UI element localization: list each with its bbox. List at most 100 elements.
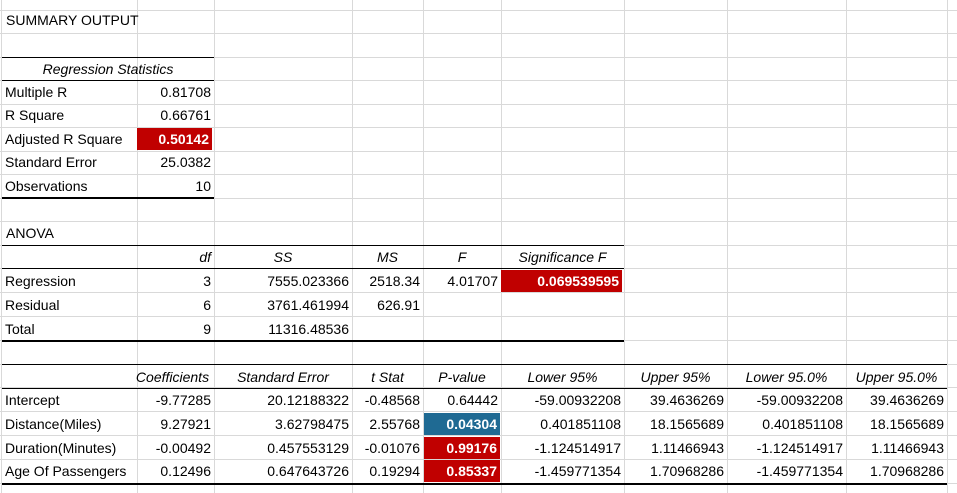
coef-tstat[interactable]: -0.01076 [364, 440, 420, 456]
coef-upper95-0[interactable]: 1.70968286 [870, 463, 944, 479]
coef-upper95-0[interactable]: 18.1565689 [870, 416, 944, 432]
coef-value[interactable]: 9.27921 [160, 416, 211, 432]
coef-value[interactable]: -9.77285 [155, 392, 211, 408]
coef-pvalue-highlighted[interactable]: 0.04304 [424, 413, 500, 435]
grid-line [947, 0, 948, 493]
coef-tstat[interactable]: 0.19294 [369, 463, 420, 479]
coef-lower95-0[interactable]: -59.00932208 [756, 392, 843, 408]
coef-header-se[interactable]: Standard Error [237, 369, 329, 385]
stat-value[interactable]: 10 [195, 178, 211, 194]
coef-row-label[interactable]: Duration(Minutes) [5, 440, 117, 456]
coef-pvalue[interactable]: 0.64442 [447, 392, 498, 408]
table-border [2, 197, 214, 199]
anova-header-df[interactable]: df [199, 249, 211, 265]
grid-line [0, 174, 957, 175]
stat-value[interactable]: 0.81708 [160, 84, 211, 100]
anova-row-label[interactable]: Residual [5, 297, 60, 313]
coef-row-label[interactable]: Distance(Miles) [5, 416, 102, 432]
anova-row-label[interactable]: Total [5, 321, 35, 337]
table-border [2, 364, 947, 365]
grid-line [0, 57, 957, 58]
grid-line [214, 0, 215, 493]
anova-ss[interactable]: 11316.48536 [268, 321, 349, 337]
grid-line [1, 0, 2, 493]
grid-line [0, 221, 957, 222]
coef-row-label[interactable]: Age Of Passengers [5, 463, 127, 479]
coef-se[interactable]: 3.62798475 [275, 416, 349, 432]
table-border [2, 80, 214, 81]
coef-pvalue-highlighted[interactable]: 0.99176 [424, 437, 500, 459]
coef-lower95[interactable]: -1.124514917 [534, 440, 621, 456]
coef-upper95[interactable]: 1.70968286 [650, 463, 724, 479]
coef-se[interactable]: 0.647643726 [267, 463, 349, 479]
coef-header-upper95[interactable]: Upper 95% [640, 369, 711, 385]
coef-lower95-0[interactable]: 0.401851108 [762, 416, 843, 432]
anova-df[interactable]: 9 [203, 321, 211, 337]
coef-se[interactable]: 20.12188322 [267, 392, 349, 408]
coef-value[interactable]: -0.00492 [155, 440, 211, 456]
anova-ms[interactable]: 2518.34 [369, 273, 420, 289]
grid-line [501, 0, 502, 493]
anova-header-ms[interactable]: MS [377, 249, 398, 265]
grid-line [0, 80, 957, 81]
coef-tstat[interactable]: 2.55768 [369, 416, 420, 432]
anova-df[interactable]: 3 [203, 273, 211, 289]
coef-header-coefficients[interactable]: Coefficients [135, 369, 210, 385]
coef-upper95-0[interactable]: 1.11466943 [871, 440, 944, 456]
anova-header-ss[interactable]: SS [273, 249, 293, 265]
coef-lower95[interactable]: -1.459771354 [534, 463, 621, 479]
table-border [2, 245, 624, 246]
coef-pvalue-highlighted[interactable]: 0.85337 [424, 460, 500, 482]
table-border [2, 388, 947, 389]
coef-upper95[interactable]: 39.4636269 [650, 392, 724, 408]
grid-line [352, 0, 353, 493]
stat-label[interactable]: Multiple R [5, 84, 68, 100]
regression-stats-header[interactable]: Regression Statistics [42, 61, 174, 77]
stat-value[interactable]: 0.66761 [160, 107, 211, 123]
grid-line [846, 0, 847, 493]
coef-row-label[interactable]: Intercept [5, 392, 60, 408]
grid-line [0, 411, 957, 412]
anova-significance-highlighted[interactable]: 0.069539595 [501, 270, 622, 292]
anova-header-f[interactable]: F [457, 249, 467, 265]
coef-upper95[interactable]: 1.11466943 [651, 440, 724, 456]
grid-line [0, 435, 957, 436]
grid-line [0, 10, 957, 11]
coef-upper95[interactable]: 18.1565689 [650, 416, 724, 432]
grid-line [0, 104, 957, 105]
coef-header-lower95[interactable]: Lower 95% [527, 369, 598, 385]
stat-value-highlighted[interactable]: 0.50142 [137, 128, 212, 150]
anova-f[interactable]: 4.01707 [447, 273, 498, 289]
stat-label[interactable]: R Square [5, 107, 65, 123]
anova-ms[interactable]: 626.91 [377, 297, 420, 313]
coef-se[interactable]: 0.457553129 [267, 440, 349, 456]
coef-header-upper95-0[interactable]: Upper 95.0% [855, 369, 938, 385]
grid-line [0, 198, 957, 199]
anova-title[interactable]: ANOVA [6, 225, 54, 241]
coef-upper95-0[interactable]: 39.4636269 [870, 392, 944, 408]
coef-value[interactable]: 0.12496 [160, 463, 211, 479]
anova-ss[interactable]: 7555.023366 [267, 273, 349, 289]
anova-df[interactable]: 6 [203, 297, 211, 313]
coef-lower95[interactable]: 0.401851108 [540, 416, 621, 432]
grid-line [624, 0, 625, 493]
coef-header-pvalue[interactable]: P-value [438, 369, 486, 385]
stat-label[interactable]: Standard Error [5, 154, 97, 170]
anova-header-significance[interactable]: Significance F [518, 249, 607, 265]
summary-title[interactable]: SUMMARY OUTPUT [6, 12, 139, 28]
coef-header-lower95-0[interactable]: Lower 95.0% [745, 369, 828, 385]
anova-row-label[interactable]: Regression [5, 273, 76, 289]
coef-lower95-0[interactable]: -1.459771354 [756, 463, 843, 479]
table-border [2, 340, 624, 342]
grid-line [727, 0, 728, 493]
stat-label[interactable]: Adjusted R Square [5, 131, 123, 147]
stat-value[interactable]: 25.0382 [160, 154, 211, 170]
anova-ss[interactable]: 3761.461994 [267, 297, 349, 313]
table-border [2, 268, 624, 269]
coef-header-tstat[interactable]: t Stat [371, 369, 404, 385]
coef-lower95[interactable]: -59.00932208 [534, 392, 621, 408]
coef-tstat[interactable]: -0.48568 [364, 392, 420, 408]
stat-label[interactable]: Observations [5, 178, 88, 194]
coef-lower95-0[interactable]: -1.124514917 [756, 440, 843, 456]
